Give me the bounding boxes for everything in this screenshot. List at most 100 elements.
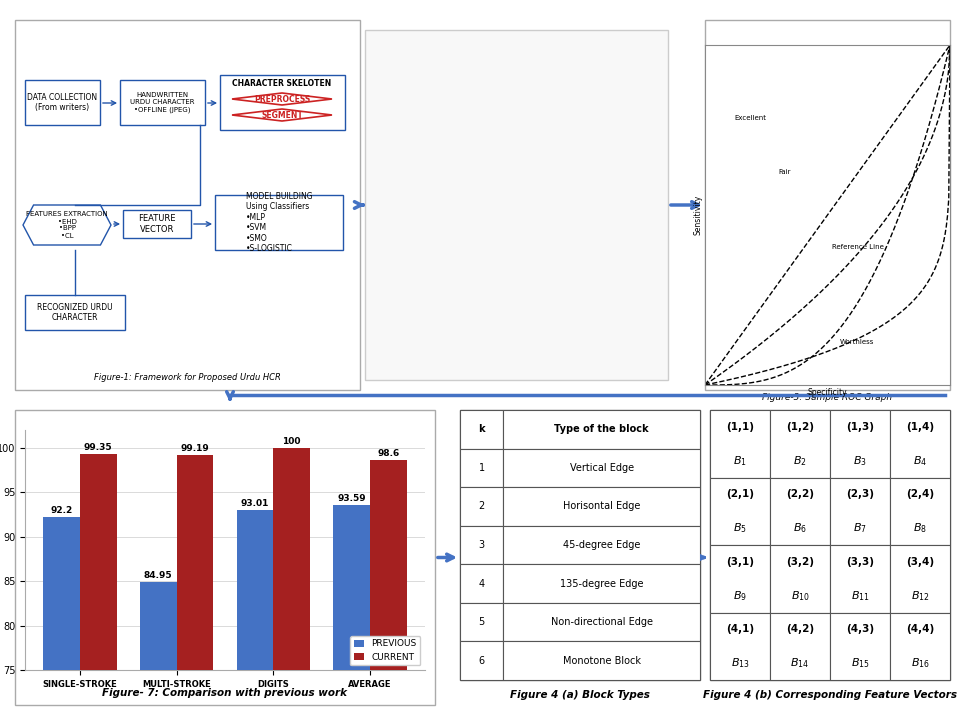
Text: (2,1): (2,1) xyxy=(726,490,754,500)
Text: Figure 4 (b) Corresponding Feature Vectors: Figure 4 (b) Corresponding Feature Vecto… xyxy=(703,690,957,700)
Text: $B_{13}$: $B_{13}$ xyxy=(731,656,750,670)
Text: 135-degree Edge: 135-degree Edge xyxy=(560,579,643,588)
Text: (2,2): (2,2) xyxy=(786,490,814,500)
Bar xyxy=(274,448,310,720)
Text: $B_{10}$: $B_{10}$ xyxy=(790,589,809,603)
Text: Fair: Fair xyxy=(779,169,791,175)
Text: (3,3): (3,3) xyxy=(846,557,874,567)
Bar xyxy=(15,20,360,390)
Text: Vertical Edge: Vertical Edge xyxy=(569,463,634,473)
Bar xyxy=(365,30,668,380)
Text: Non-directional Edge: Non-directional Edge xyxy=(551,617,653,627)
Text: FEATURE
VECTOR: FEATURE VECTOR xyxy=(138,215,176,234)
Text: (3,1): (3,1) xyxy=(726,557,754,567)
Text: $B_{7}$: $B_{7}$ xyxy=(853,521,867,535)
Bar xyxy=(460,564,503,603)
Bar xyxy=(503,642,700,680)
Text: 99.19: 99.19 xyxy=(180,444,209,453)
Text: 5: 5 xyxy=(478,617,485,627)
Text: (2,4): (2,4) xyxy=(906,490,934,500)
Bar xyxy=(215,195,343,250)
Bar xyxy=(830,613,890,680)
Text: $B_{3}$: $B_{3}$ xyxy=(853,454,867,467)
Text: (4,2): (4,2) xyxy=(786,624,814,634)
Text: 4: 4 xyxy=(478,579,485,588)
Text: Figure 4 (a) Block Types: Figure 4 (a) Block Types xyxy=(510,690,650,700)
Bar xyxy=(830,477,890,545)
Text: 3: 3 xyxy=(478,540,485,550)
Text: MODEL BUILDING
Using Classifiers
•MLP
•SVM
•SMO
•S-LOGISTIC: MODEL BUILDING Using Classifiers •MLP •S… xyxy=(246,192,312,253)
Bar xyxy=(460,410,700,680)
Bar xyxy=(503,603,700,642)
Text: (1,4): (1,4) xyxy=(906,422,934,432)
Text: (3,4): (3,4) xyxy=(906,557,934,567)
Text: 84.95: 84.95 xyxy=(144,571,173,580)
Bar xyxy=(80,454,117,720)
Text: Figure-3: Sample ROC Graph: Figure-3: Sample ROC Graph xyxy=(762,394,893,402)
Text: 98.6: 98.6 xyxy=(377,449,399,459)
Bar xyxy=(710,613,770,680)
Text: Excellent: Excellent xyxy=(734,114,766,121)
Text: (3,2): (3,2) xyxy=(786,557,814,567)
Text: Worthless: Worthless xyxy=(840,339,875,345)
Bar xyxy=(890,613,950,680)
Bar xyxy=(177,455,213,720)
X-axis label: Specificity: Specificity xyxy=(807,388,848,397)
Text: 100: 100 xyxy=(282,437,301,446)
Polygon shape xyxy=(232,93,332,105)
Text: $B_{4}$: $B_{4}$ xyxy=(913,454,927,467)
Text: 2: 2 xyxy=(478,501,485,511)
Text: Figure- 7: Comparison with previous work: Figure- 7: Comparison with previous work xyxy=(103,688,348,698)
Text: 93.59: 93.59 xyxy=(337,494,366,503)
Bar xyxy=(333,505,370,720)
Text: Type of the block: Type of the block xyxy=(554,424,649,434)
Text: $B_{14}$: $B_{14}$ xyxy=(790,656,809,670)
Text: (1,3): (1,3) xyxy=(846,422,874,432)
Bar xyxy=(503,410,700,449)
Text: $B_{6}$: $B_{6}$ xyxy=(793,521,807,535)
Bar xyxy=(460,526,503,564)
Text: RECOGNIZED URDU
CHARACTER: RECOGNIZED URDU CHARACTER xyxy=(37,303,113,323)
Text: FEATURES EXTRACTION
•EHD
•BPP
•CL: FEATURES EXTRACTION •EHD •BPP •CL xyxy=(26,212,108,238)
Bar xyxy=(43,517,80,720)
Polygon shape xyxy=(23,205,111,245)
Text: (4,4): (4,4) xyxy=(906,624,934,634)
Text: $B_{11}$: $B_{11}$ xyxy=(851,589,870,603)
Bar xyxy=(140,582,177,720)
Bar xyxy=(710,410,950,680)
Bar xyxy=(503,564,700,603)
Text: $B_{5}$: $B_{5}$ xyxy=(733,521,747,535)
Bar xyxy=(120,80,205,125)
Bar xyxy=(460,642,503,680)
Text: Monotone Block: Monotone Block xyxy=(563,656,640,666)
Text: (1,2): (1,2) xyxy=(786,422,814,432)
Text: $B_{12}$: $B_{12}$ xyxy=(911,589,929,603)
Bar xyxy=(15,410,435,705)
Bar xyxy=(503,526,700,564)
Text: 92.2: 92.2 xyxy=(51,506,73,516)
Text: DATA COLLECTION
(From writers): DATA COLLECTION (From writers) xyxy=(28,93,98,112)
Legend: PREVIOUS, CURRENT: PREVIOUS, CURRENT xyxy=(350,636,420,665)
Text: 45-degree Edge: 45-degree Edge xyxy=(563,540,640,550)
Text: Horisontal Edge: Horisontal Edge xyxy=(563,501,640,511)
Bar xyxy=(890,545,950,613)
Bar xyxy=(830,410,890,477)
Text: SEGMENT: SEGMENT xyxy=(261,110,302,120)
Bar xyxy=(236,510,274,720)
Bar xyxy=(890,477,950,545)
Text: (1,1): (1,1) xyxy=(726,422,754,432)
Text: $B_{9}$: $B_{9}$ xyxy=(733,589,747,603)
Text: $B_{1}$: $B_{1}$ xyxy=(733,454,747,467)
Bar xyxy=(830,545,890,613)
Bar xyxy=(710,410,770,477)
Bar xyxy=(460,449,503,487)
Text: HANDWRITTEN
URDU CHARACTER
•OFFLINE (JPEG): HANDWRITTEN URDU CHARACTER •OFFLINE (JPE… xyxy=(131,92,195,113)
Bar xyxy=(460,487,503,526)
Bar xyxy=(25,80,100,125)
Bar xyxy=(25,295,125,330)
Text: $B_{16}$: $B_{16}$ xyxy=(910,656,929,670)
Text: (2,3): (2,3) xyxy=(846,490,874,500)
Text: (4,3): (4,3) xyxy=(846,624,874,634)
Text: CHARACTER SKELOTEN: CHARACTER SKELOTEN xyxy=(232,78,331,88)
Text: $B_{2}$: $B_{2}$ xyxy=(793,454,807,467)
